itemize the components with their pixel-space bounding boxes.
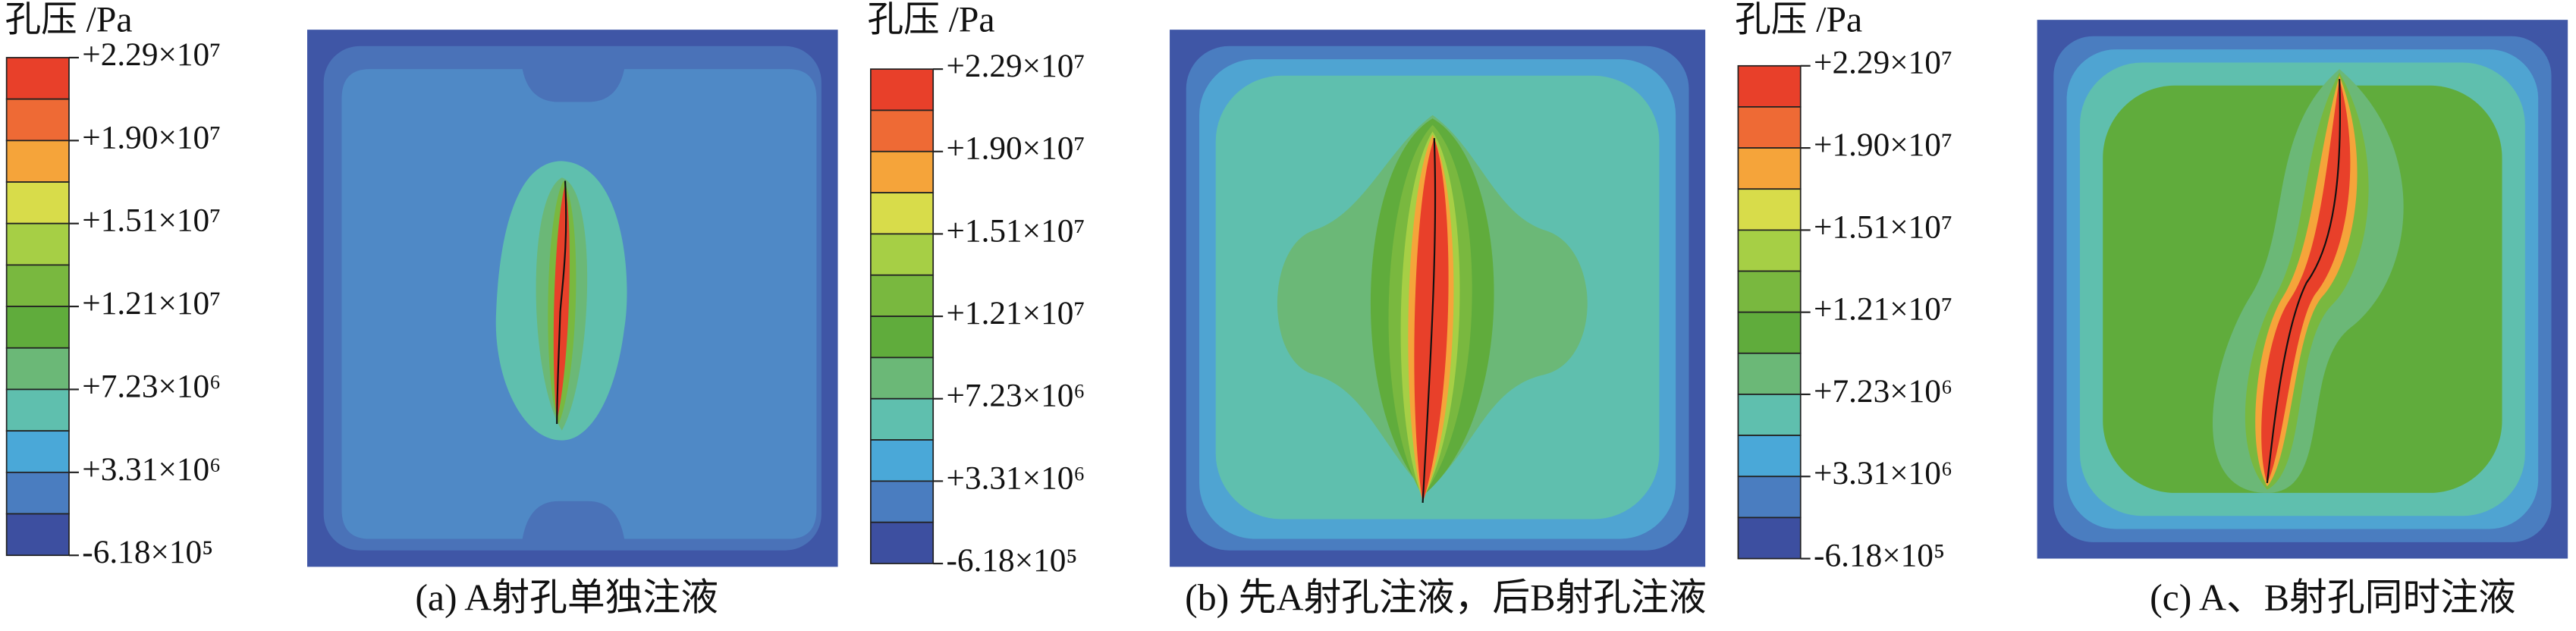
colorbar-band bbox=[870, 109, 935, 152]
colorbar-band bbox=[870, 356, 935, 400]
colorbar-band bbox=[5, 57, 70, 100]
caption: (b) 先A射孔注液，后B射孔注液 bbox=[1185, 576, 1706, 618]
colorbar-band bbox=[5, 471, 70, 515]
tick-label: +3.31×10⁶ bbox=[82, 451, 221, 488]
tick-label: +1.51×10⁷ bbox=[1814, 209, 1952, 245]
tick-label: +2.29×10⁷ bbox=[1814, 45, 1952, 81]
colorbar-band bbox=[5, 98, 70, 142]
caption: (a) A射孔单独注液 bbox=[415, 576, 718, 618]
colorbar-band bbox=[5, 513, 70, 557]
colorbar-band bbox=[1737, 270, 1802, 313]
colorbar-band bbox=[1737, 435, 1802, 478]
tick-label: +2.29×10⁷ bbox=[82, 36, 221, 73]
colorbar-band bbox=[870, 316, 935, 359]
tick-label: +7.23×10⁶ bbox=[82, 368, 221, 404]
contour-plot-c bbox=[2037, 20, 2568, 559]
colorbar-band bbox=[870, 397, 935, 441]
colorbar-band bbox=[5, 347, 70, 391]
tick-label: +1.21×10⁷ bbox=[947, 295, 1085, 331]
tick-label: -6.18×10⁵ bbox=[947, 542, 1078, 579]
colorbar-band bbox=[870, 274, 935, 317]
colorbar-band bbox=[1737, 476, 1802, 519]
tick-label: +1.51×10⁷ bbox=[947, 212, 1085, 249]
tick-label: +1.21×10⁷ bbox=[1814, 291, 1952, 328]
tick-label: +3.31×10⁶ bbox=[947, 460, 1085, 496]
legend-title: 孔压 /Pa bbox=[1735, 0, 1862, 39]
colorbar-band bbox=[1737, 311, 1802, 354]
colorbar-band bbox=[870, 68, 935, 111]
colorbar-band bbox=[1737, 394, 1802, 436]
colorbar-band bbox=[1737, 229, 1802, 272]
tick-label: -6.18×10⁵ bbox=[82, 534, 213, 570]
tick-label: +1.21×10⁷ bbox=[82, 285, 221, 322]
tick-label: -6.18×10⁵ bbox=[1814, 537, 1945, 573]
colorbar-band bbox=[870, 521, 935, 564]
legend-title: 孔压 /Pa bbox=[5, 0, 132, 39]
colorbar-band bbox=[5, 388, 70, 432]
tick-label: +3.31×10⁶ bbox=[1814, 455, 1952, 491]
legend-title: 孔压 /Pa bbox=[868, 0, 995, 39]
colorbar-band bbox=[1737, 147, 1802, 190]
colorbar-band bbox=[870, 480, 935, 523]
colorbar-band bbox=[1737, 106, 1802, 149]
tick-label: +1.90×10⁷ bbox=[82, 119, 221, 155]
colorbar-band bbox=[1737, 516, 1802, 560]
tick-label: +7.23×10⁶ bbox=[1814, 373, 1952, 410]
colorbar-band bbox=[870, 439, 935, 482]
contour-plot-b bbox=[1170, 30, 1706, 567]
contour-plot-a bbox=[307, 30, 838, 567]
colorbar-band bbox=[1737, 188, 1802, 231]
colorbar-band bbox=[5, 181, 70, 224]
colorbar-band bbox=[5, 430, 70, 473]
colorbar-band bbox=[5, 222, 70, 266]
caption: (c) A、B射孔同时注液 bbox=[2150, 576, 2516, 618]
colorbar-band bbox=[5, 140, 70, 183]
tick-label: +7.23×10⁶ bbox=[947, 378, 1085, 414]
colorbar-band bbox=[870, 150, 935, 193]
tick-label: +1.90×10⁷ bbox=[1814, 127, 1952, 163]
colorbar-band bbox=[5, 306, 70, 349]
colorbar-band bbox=[1737, 64, 1802, 108]
colorbar-band bbox=[1737, 352, 1802, 395]
colorbar-band bbox=[870, 233, 935, 276]
colorbar-band bbox=[5, 264, 70, 307]
tick-label: +1.51×10⁷ bbox=[82, 202, 221, 239]
tick-label: +1.90×10⁷ bbox=[947, 130, 1085, 167]
colorbar-band bbox=[870, 192, 935, 235]
tick-label: +2.29×10⁷ bbox=[947, 48, 1085, 84]
